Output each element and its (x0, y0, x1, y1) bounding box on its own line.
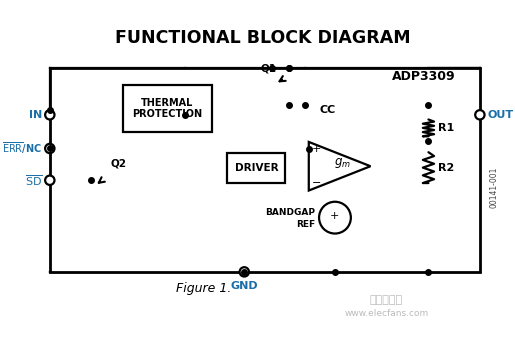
Text: GND: GND (231, 281, 258, 291)
Text: IN: IN (29, 110, 42, 120)
Circle shape (45, 110, 55, 119)
Text: −: − (312, 178, 321, 188)
Circle shape (239, 267, 249, 277)
Text: Q1: Q1 (261, 64, 277, 74)
Circle shape (319, 202, 351, 234)
Text: R1: R1 (438, 123, 454, 133)
Text: www.elecfans.com: www.elecfans.com (344, 308, 428, 318)
Bar (123, 85, 212, 132)
Text: ADP3309: ADP3309 (392, 70, 456, 83)
Text: $\overline{\mathsf{SD}}$: $\overline{\mathsf{SD}}$ (25, 173, 42, 187)
Text: R2: R2 (438, 163, 454, 173)
Text: $g_m$: $g_m$ (334, 156, 351, 171)
Text: DRIVER: DRIVER (235, 163, 278, 173)
Text: +: + (312, 144, 321, 154)
Text: Figure 1.: Figure 1. (177, 282, 232, 295)
Text: FUNCTIONAL BLOCK DIAGRAM: FUNCTIONAL BLOCK DIAGRAM (115, 29, 411, 47)
Text: REF: REF (296, 220, 315, 229)
Circle shape (45, 144, 55, 153)
Bar (228, 153, 285, 183)
Text: 00141-001: 00141-001 (489, 167, 499, 208)
Text: 电子发烧友: 电子发烧友 (370, 295, 403, 305)
Circle shape (475, 110, 485, 119)
Text: $\overline{\mathsf{ERR}}$/NC: $\overline{\mathsf{ERR}}$/NC (3, 141, 42, 156)
Text: CC: CC (319, 105, 335, 115)
Text: Q2: Q2 (111, 158, 127, 168)
Text: +: + (330, 211, 340, 221)
Bar (50, 68, 480, 272)
Text: BANDGAP: BANDGAP (265, 208, 315, 218)
Circle shape (45, 176, 55, 185)
Text: OUT: OUT (487, 110, 513, 120)
Text: THERMAL: THERMAL (141, 98, 193, 108)
Polygon shape (309, 142, 370, 191)
Text: PROTECTION: PROTECTION (132, 109, 202, 119)
